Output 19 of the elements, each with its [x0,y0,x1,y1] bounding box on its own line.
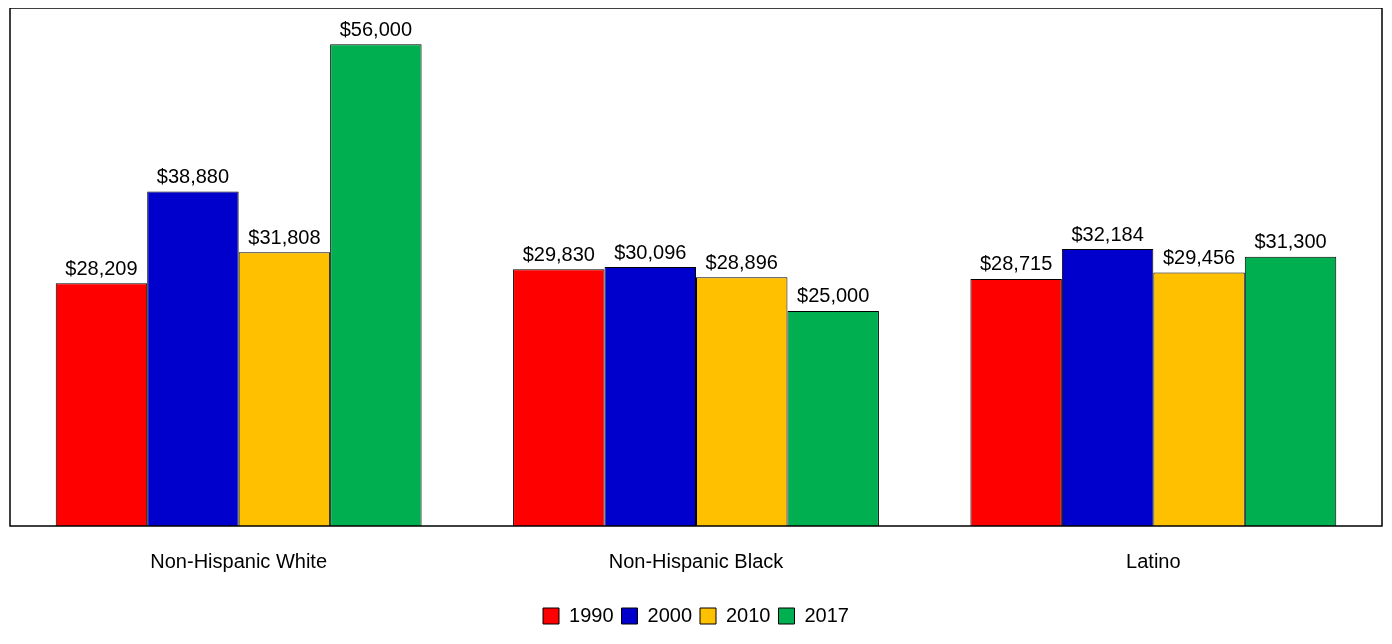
data-label: $56,000 [339,17,413,40]
data-label: $31,808 [248,225,321,248]
legend-label: 2010 [726,603,771,626]
x-tick-label: Non-Hispanic Black [608,549,785,572]
legend-label: 1990 [569,603,614,626]
data-label: $31,300 [1254,230,1327,253]
data-label: $25,000 [797,284,870,307]
legend-label: 2017 [804,603,849,626]
x-tick-label: Non-Hispanic White [150,549,328,572]
legend-label: 2000 [647,603,693,626]
data-label: $28,896 [705,250,778,273]
data-label: $28,715 [979,252,1053,275]
data-label: $32,184 [1071,222,1144,245]
data-label: $38,880 [156,164,230,187]
data-label: $29,456 [1162,246,1236,269]
x-tick-label: Latino [1126,549,1181,572]
data-label: $28,209 [65,256,138,279]
data-label: $30,096 [614,240,687,263]
data-label: $29,830 [522,242,595,265]
